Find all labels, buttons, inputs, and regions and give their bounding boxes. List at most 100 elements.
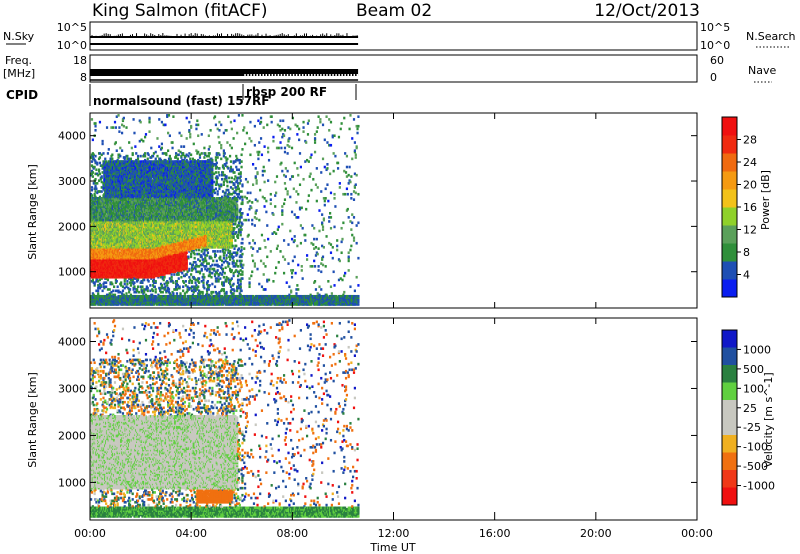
freq-gap [338, 74, 340, 78]
range-cell [101, 175, 103, 178]
range-cell [94, 122, 96, 125]
range-cell [100, 284, 102, 287]
nsky-trace [90, 33, 358, 44]
range-cell [91, 118, 93, 121]
range-cell [101, 190, 103, 193]
freq-gap [347, 74, 349, 78]
cpid-rf: RF [252, 94, 269, 108]
freq-trace [90, 69, 358, 80]
range-cell [99, 121, 101, 124]
range-cell [105, 281, 107, 284]
freq-gap [296, 74, 298, 78]
range-cell [96, 182, 98, 185]
freq-gap [281, 74, 283, 78]
freq-gap [259, 74, 261, 78]
range-cell [94, 125, 96, 128]
freq-gap [256, 74, 258, 78]
nave-label: Nave [748, 64, 776, 77]
freq-gap [351, 74, 353, 78]
range-cell [91, 194, 93, 197]
range-cell [99, 162, 101, 165]
freq-gap [357, 74, 359, 78]
freq-gap [247, 74, 249, 78]
freq-gap [244, 74, 246, 78]
freq-gap [317, 74, 319, 78]
freq-gap [302, 74, 304, 78]
freq-gap [253, 74, 255, 78]
freq-gap [275, 74, 277, 78]
freq-gap [284, 74, 286, 78]
freq-gap [344, 74, 346, 78]
beam-title: Beam 02 [356, 1, 432, 21]
range-cell [102, 140, 104, 143]
range-cell [92, 175, 94, 178]
nave-tick-bottom: 0 [710, 71, 717, 84]
freq-gap [293, 74, 295, 78]
freq-gap [305, 74, 307, 78]
range-cell [94, 178, 96, 181]
freq-gap [354, 74, 356, 78]
nsky-strip: N.Sky 10^5 10^0 10^5 10^0 N.Search [3, 21, 796, 52]
range-cell [92, 139, 94, 142]
power-heatmap [90, 114, 360, 306]
nave-tick-top: 60 [710, 54, 724, 67]
freq-strip: Freq. [MHz] 18 8 60 0 Nave [3, 54, 776, 84]
range-cell [104, 158, 106, 161]
range-cell [92, 279, 94, 282]
nsky-tick-top: 10^5 [57, 21, 87, 34]
freq-gap [290, 74, 292, 78]
range-cell [94, 129, 96, 132]
freq-gap [266, 74, 268, 78]
freq-tick-top: 18 [73, 54, 87, 67]
range-cell [99, 156, 101, 159]
range-cell [95, 187, 97, 190]
range-cell [102, 290, 104, 293]
range-cell [92, 171, 94, 174]
cpid-strip: CPID normalsound (fast) 157 rbsp 200 RF … [6, 84, 356, 108]
date-title: 12/Oct/2013 [594, 1, 700, 21]
freq-gap [314, 74, 316, 78]
freq-gap [299, 74, 301, 78]
range-cell [91, 160, 93, 163]
freq-gap [323, 74, 325, 78]
nsky-tick-right-top: 10^5 [700, 21, 730, 34]
range-cell [98, 168, 100, 171]
range-cell [99, 173, 101, 176]
freq-gap [335, 74, 337, 78]
range-cell [97, 290, 99, 293]
freq-tick-bottom: 8 [80, 71, 87, 84]
nsky-tick-bottom: 10^0 [57, 39, 87, 52]
freq-gap [262, 74, 264, 78]
station-title: King Salmon (fitACF) [92, 1, 268, 21]
range-cell [94, 185, 96, 188]
range-cell [94, 193, 96, 196]
freq-gap [311, 74, 313, 78]
freq-gap [278, 74, 280, 78]
freq-gap [308, 74, 310, 78]
freq-gap [329, 74, 331, 78]
range-cell [102, 143, 104, 146]
range-cell [94, 166, 96, 169]
nsky-label: N.Sky [3, 30, 35, 43]
cpid-normalsound: normalsound (fast) 157 [93, 94, 252, 108]
range-cell [105, 285, 107, 288]
freq-label: Freq. [5, 54, 32, 67]
freq-gap [341, 74, 343, 78]
freq-gap [250, 74, 252, 78]
range-cell [97, 292, 99, 295]
freq-gap [332, 74, 334, 78]
range-cell [96, 162, 98, 165]
range-cell [91, 186, 93, 189]
range-cell [94, 155, 96, 158]
range-cell [91, 189, 93, 192]
freq-gap [272, 74, 274, 78]
cpid-label: CPID [6, 88, 38, 102]
nsky-tick-right-bottom: 10^0 [700, 39, 730, 52]
freq-gap [269, 74, 271, 78]
nsearch-label: N.Search [746, 30, 796, 43]
range-cell [95, 168, 97, 171]
freq-gap [287, 74, 289, 78]
range-cell [102, 152, 104, 155]
range-time-figure: King Salmon (fitACF) Beam 02 12/Oct/2013… [0, 0, 800, 554]
